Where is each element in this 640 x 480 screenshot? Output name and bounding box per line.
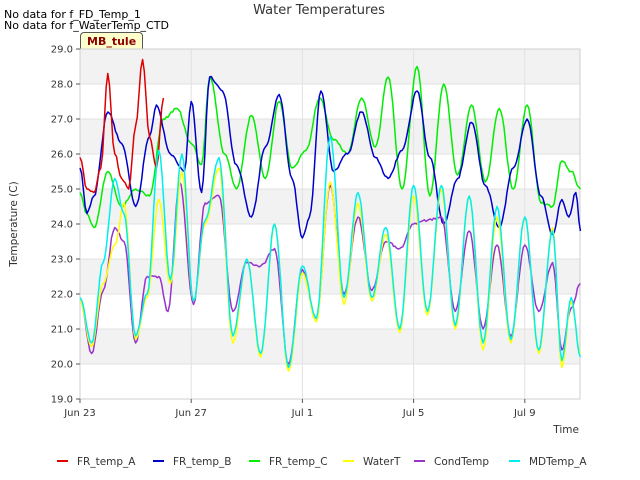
x-tick-label: Jul 9 xyxy=(513,408,536,419)
series-line-fr-temp-a xyxy=(79,58,165,194)
y-tick-label: 28.0 xyxy=(51,80,73,91)
y-tick-label: 27.0 xyxy=(51,115,73,126)
series-line-watert xyxy=(79,167,582,372)
y-axis-label: Temperature (C) xyxy=(8,181,20,267)
grid-band xyxy=(80,49,580,84)
legend-label: FR_temp_B xyxy=(173,456,232,468)
no-data-note-2: No data for f_WaterTemp_CTD xyxy=(4,19,169,32)
y-tick-label: 19.0 xyxy=(51,395,73,406)
x-tick-label: Jun 27 xyxy=(174,408,207,419)
x-tick-label: Jul 1 xyxy=(291,408,314,419)
legend-label: FR_temp_A xyxy=(77,456,136,468)
y-tick-label: 21.0 xyxy=(51,325,73,336)
grid-band xyxy=(80,329,580,364)
chart-title: Water Temperatures xyxy=(253,3,385,18)
no-data-note-1: No data for f_FD_Temp_1 xyxy=(4,8,141,21)
y-tick-label: 20.0 xyxy=(51,360,73,371)
grid-band xyxy=(80,259,580,294)
series-line-fr-temp-b xyxy=(79,75,582,239)
y-tick-label: 23.0 xyxy=(51,255,73,266)
legend-label: FR_temp_C xyxy=(269,456,328,468)
legend-label: CondTemp xyxy=(434,456,489,468)
y-tick-label: 29.0 xyxy=(51,45,73,56)
x-axis-label: Time xyxy=(552,424,579,436)
legend-label: MDTemp_A xyxy=(529,456,587,468)
legend: FR_temp_A FR_temp_B FR_temp_C WaterT CondTem… xyxy=(57,456,587,468)
x-tick-label: Jul 5 xyxy=(402,408,425,419)
x-tick-label: Jun 23 xyxy=(63,408,96,419)
legend-label: WaterT xyxy=(363,456,401,468)
y-tick-label: 26.0 xyxy=(51,150,73,161)
series-line-mdtemp-a xyxy=(79,135,582,369)
series-line-fr-temp-c xyxy=(79,65,581,229)
y-tick-label: 24.0 xyxy=(51,220,73,231)
y-tick-label: 25.0 xyxy=(51,185,73,196)
y-tick-label: 22.0 xyxy=(51,290,73,301)
site-badge: MB_tule xyxy=(80,32,144,51)
